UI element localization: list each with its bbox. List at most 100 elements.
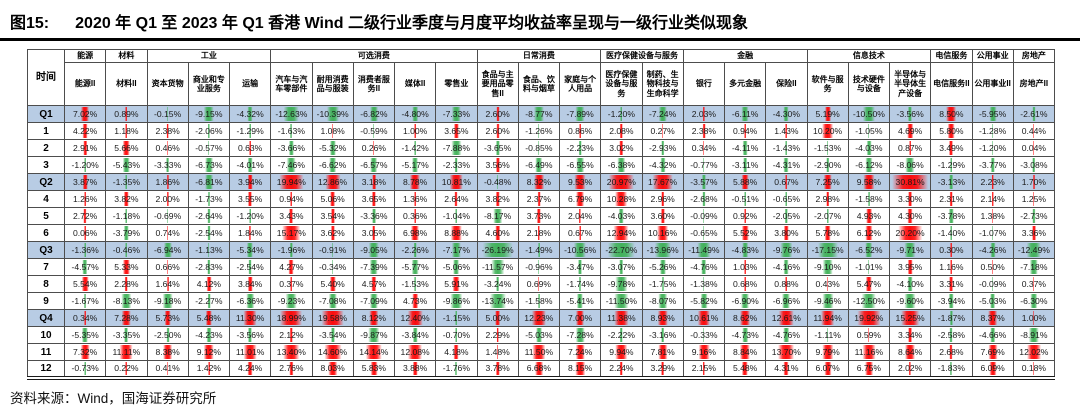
data-bar xyxy=(123,260,130,274)
value-cell: -4.32% xyxy=(641,156,684,174)
value-text: 5.83% xyxy=(361,363,387,374)
value-text: 7.00% xyxy=(567,313,593,323)
value-text: 2.24% xyxy=(609,363,634,374)
value-text: -0.09% xyxy=(690,211,718,221)
data-bar xyxy=(949,209,954,223)
table-row: 6 0.06% -3.79% 0.74% -2.54% 1.84% 15.17% 3.62% 3… xyxy=(27,224,1056,242)
value-cell: -9.76% xyxy=(765,241,808,259)
value-cell: 12.40% xyxy=(393,309,437,327)
value-cell: -1.73% xyxy=(187,190,231,208)
data-bar xyxy=(576,294,584,308)
value-text: 10.61% xyxy=(689,313,719,323)
data-bar xyxy=(578,260,583,274)
data-bar xyxy=(574,175,586,189)
value-text: 5.78% xyxy=(815,228,840,238)
value-text: -1.29% xyxy=(937,160,965,170)
data-bar xyxy=(779,311,794,325)
value-text: 12.94% xyxy=(606,228,636,238)
data-bar xyxy=(330,209,335,223)
value-cell: 3.49% xyxy=(930,139,973,157)
value-cell: -2.06% xyxy=(187,122,231,140)
value-cell: -6.12% xyxy=(847,156,891,174)
value-text: 7.28% xyxy=(114,313,139,323)
value-cell: -3.13% xyxy=(930,173,973,191)
data-bar xyxy=(579,124,581,138)
data-bar xyxy=(892,175,928,189)
value-text: 3.95% xyxy=(897,262,923,272)
value-cell: 4.69% xyxy=(888,122,932,140)
value-cell: -7.18% xyxy=(1012,258,1056,276)
value-text: -6.94% xyxy=(154,245,182,255)
value-text: -9.23% xyxy=(277,296,305,306)
value-text: -2.50% xyxy=(154,330,182,340)
value-cell: -13.74% xyxy=(476,292,519,310)
value-text: 1.18% xyxy=(114,126,139,136)
data-bar xyxy=(414,277,417,291)
value-cell: 2.23% xyxy=(971,173,1014,191)
value-cell: -7.33% xyxy=(435,105,478,123)
data-bar xyxy=(166,107,169,121)
column-header: 家庭与个人用品 xyxy=(558,62,602,106)
column-header: 零售业 xyxy=(435,62,478,106)
value-cell: -13.96% xyxy=(641,241,684,259)
data-bar xyxy=(414,124,416,138)
value-text: -4.76% xyxy=(690,262,718,272)
data-bar xyxy=(329,277,336,291)
value-cell: 0.44% xyxy=(1012,122,1056,140)
value-cell: 6.12% xyxy=(847,224,891,242)
data-bar xyxy=(702,192,706,206)
value-text: -4.32% xyxy=(236,109,264,119)
value-text: 0.27% xyxy=(650,126,675,136)
data-bar xyxy=(290,124,293,138)
data-bar xyxy=(989,294,996,308)
value-cell: -9.23% xyxy=(270,292,313,310)
value-cell: -0.96% xyxy=(517,258,561,276)
value-text: 2.12% xyxy=(279,330,304,340)
value-text: 1.36% xyxy=(402,194,428,204)
value-cell: 12.86% xyxy=(311,173,354,191)
data-bar xyxy=(84,226,86,240)
value-cell: -9.46% xyxy=(806,292,849,310)
data-bar xyxy=(496,175,499,189)
row-label: Q1 xyxy=(27,105,65,123)
data-bar xyxy=(991,192,994,206)
value-cell: 7.24% xyxy=(558,343,602,361)
value-cell: 1.26% xyxy=(63,190,107,208)
data-bar xyxy=(785,192,788,206)
value-cell: -0.09% xyxy=(682,207,726,225)
data-bar xyxy=(780,243,793,257)
value-cell: -3.36% xyxy=(352,207,396,225)
value-text: -2.23% xyxy=(566,143,594,153)
value-text: 3.78% xyxy=(485,363,510,374)
value-cell: 0.88% xyxy=(765,275,808,293)
data-bar xyxy=(950,226,953,240)
value-cell: -9.15% xyxy=(187,105,231,123)
data-bar xyxy=(496,107,500,121)
column-group-header: 工业 xyxy=(146,49,272,63)
value-text: 5.48% xyxy=(732,363,758,374)
value-cell: 1.42% xyxy=(187,360,231,378)
value-text: -0.57% xyxy=(195,143,223,153)
value-cell: 9.16% xyxy=(682,343,726,361)
data-bar xyxy=(817,243,838,257)
value-cell: 5.06% xyxy=(311,190,354,208)
data-bar xyxy=(247,243,254,257)
value-cell: 0.94% xyxy=(723,122,767,140)
value-text: 9.58% xyxy=(856,177,882,187)
value-text: 2.68% xyxy=(939,347,964,357)
data-bar xyxy=(538,277,540,291)
data-bar xyxy=(822,294,834,308)
data-bar xyxy=(207,192,210,206)
value-text: 11.50% xyxy=(524,347,554,357)
data-bar xyxy=(203,107,215,121)
value-text: -0.65% xyxy=(690,228,718,238)
column-header: 公用事业II xyxy=(971,62,1014,106)
value-text: -3.94% xyxy=(937,296,965,306)
data-bar xyxy=(826,277,829,291)
data-bar xyxy=(740,345,751,359)
value-cell: -1.20% xyxy=(228,207,272,225)
data-bar xyxy=(166,260,169,274)
value-text: -1.67% xyxy=(71,296,99,306)
value-cell: -6.81% xyxy=(187,173,231,191)
value-cell: 9.58% xyxy=(847,173,891,191)
